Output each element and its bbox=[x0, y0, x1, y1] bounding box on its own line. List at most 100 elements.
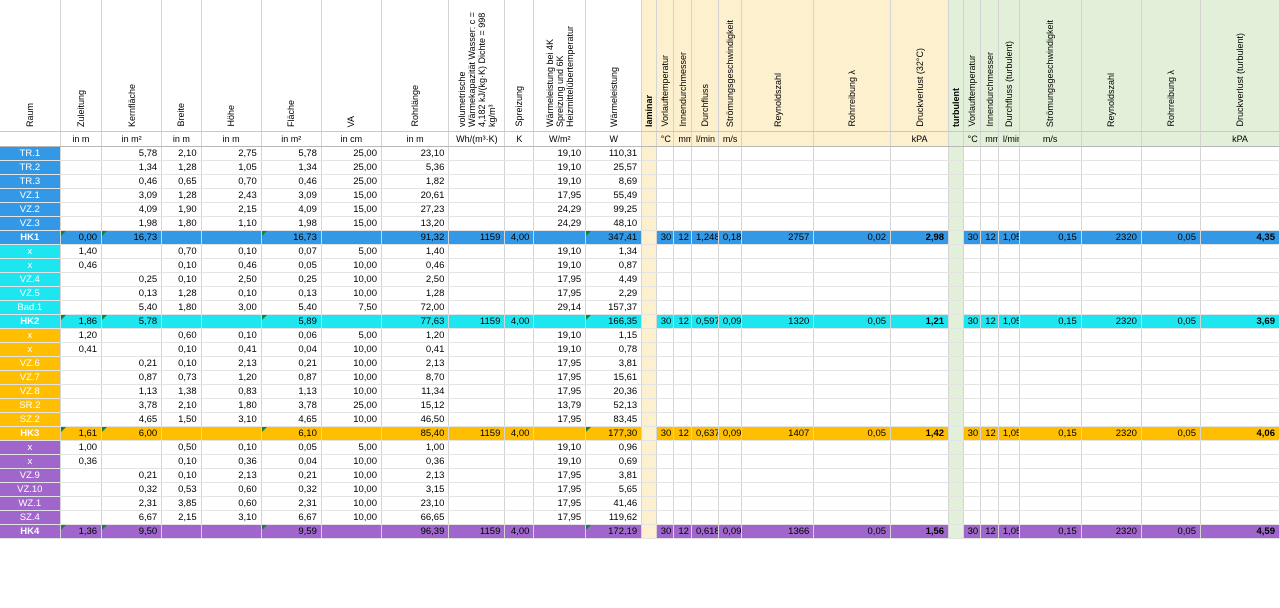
cell-l_df[interactable] bbox=[691, 258, 719, 273]
cell-wl[interactable]: 0,87 bbox=[585, 258, 643, 273]
cell-wl[interactable]: 1,34 bbox=[585, 244, 643, 259]
cell-wl4k[interactable]: 24,29 bbox=[533, 216, 587, 231]
cell-breite[interactable]: 2,10 bbox=[161, 146, 202, 161]
total-l_vt[interactable]: 30 bbox=[656, 230, 675, 245]
unit-rohrlaenge[interactable]: in m bbox=[381, 131, 450, 147]
cell-t_dv[interactable] bbox=[1200, 160, 1280, 175]
cell-t_sg[interactable] bbox=[1019, 510, 1082, 525]
total-kernflaeche[interactable]: 5,78 bbox=[101, 314, 163, 329]
cell-wl[interactable]: 83,45 bbox=[585, 412, 643, 427]
cell-l_dv[interactable] bbox=[890, 174, 950, 189]
cell-spreizung[interactable] bbox=[504, 356, 535, 371]
total-wl4k[interactable] bbox=[533, 314, 587, 329]
cell-t_df[interactable] bbox=[998, 160, 1020, 175]
cell-lam_sep[interactable] bbox=[641, 370, 657, 385]
cell-t_re[interactable] bbox=[1081, 328, 1142, 343]
cell-turb_sep[interactable] bbox=[948, 216, 964, 231]
cell-t_vt[interactable] bbox=[963, 272, 982, 287]
cell-hoehe[interactable]: 0,70 bbox=[201, 174, 262, 189]
cell-t_id[interactable] bbox=[980, 370, 999, 385]
cell-l_rr[interactable] bbox=[813, 370, 892, 385]
total-kernflaeche[interactable]: 9,50 bbox=[101, 524, 163, 539]
cell-t_re[interactable] bbox=[1081, 440, 1142, 455]
cell-kernflaeche[interactable]: 1,34 bbox=[101, 160, 163, 175]
cell-flaeche[interactable]: 0,25 bbox=[261, 272, 322, 287]
cell-l_vt[interactable] bbox=[656, 328, 675, 343]
cell-l_dv[interactable] bbox=[890, 468, 950, 483]
cell-l_df[interactable] bbox=[691, 356, 719, 371]
header-l_df[interactable]: Durchfluss bbox=[691, 0, 719, 132]
total-spreizung[interactable]: 4,00 bbox=[504, 230, 535, 245]
cell-vol[interactable] bbox=[448, 398, 506, 413]
cell-turb_sep[interactable] bbox=[948, 510, 964, 525]
cell-turb_sep[interactable] bbox=[948, 202, 964, 217]
unit-kernflaeche[interactable]: in m² bbox=[101, 131, 163, 147]
total-turb_sep[interactable] bbox=[948, 314, 964, 329]
total-t_id[interactable]: 12 bbox=[980, 426, 999, 441]
cell-l_vt[interactable] bbox=[656, 258, 675, 273]
cell-l_df[interactable] bbox=[691, 188, 719, 203]
unit-raum[interactable] bbox=[0, 131, 61, 147]
cell-l_df[interactable] bbox=[691, 440, 719, 455]
cell-flaeche[interactable]: 0,46 bbox=[261, 174, 322, 189]
cell-lam_sep[interactable] bbox=[641, 244, 657, 259]
cell-va[interactable]: 10,00 bbox=[321, 412, 382, 427]
cell-l_rr[interactable] bbox=[813, 398, 892, 413]
header-raum[interactable]: Raum bbox=[0, 0, 61, 132]
cell-hoehe[interactable]: 0,10 bbox=[201, 440, 262, 455]
cell-l_re[interactable] bbox=[741, 454, 815, 469]
cell-t_id[interactable] bbox=[980, 328, 999, 343]
cell-l_vt[interactable] bbox=[656, 202, 675, 217]
cell-t_re[interactable] bbox=[1081, 188, 1142, 203]
cell-zuleitung[interactable] bbox=[60, 286, 103, 301]
cell-spreizung[interactable] bbox=[504, 342, 535, 357]
cell-va[interactable]: 10,00 bbox=[321, 496, 382, 511]
cell-t_vt[interactable] bbox=[963, 370, 982, 385]
cell-kernflaeche[interactable]: 5,78 bbox=[101, 146, 163, 161]
cell-turb_sep[interactable] bbox=[948, 188, 964, 203]
total-l_id[interactable]: 12 bbox=[673, 426, 692, 441]
cell-l_id[interactable] bbox=[673, 412, 692, 427]
cell-t_vt[interactable] bbox=[963, 202, 982, 217]
cell-raum[interactable]: x bbox=[0, 244, 61, 259]
cell-l_re[interactable] bbox=[741, 510, 815, 525]
cell-rohrlaenge[interactable]: 72,00 bbox=[381, 300, 450, 315]
total-vol[interactable]: 1159 bbox=[448, 230, 506, 245]
cell-l_dv[interactable] bbox=[890, 384, 950, 399]
cell-wl[interactable]: 52,13 bbox=[585, 398, 643, 413]
cell-t_vt[interactable] bbox=[963, 328, 982, 343]
total-l_df[interactable]: 0,6372 bbox=[691, 426, 719, 441]
cell-zuleitung[interactable]: 1,40 bbox=[60, 244, 103, 259]
cell-vol[interactable] bbox=[448, 412, 506, 427]
cell-t_rr[interactable] bbox=[1141, 174, 1202, 189]
cell-l_sg[interactable] bbox=[718, 482, 742, 497]
cell-t_sg[interactable] bbox=[1019, 146, 1082, 161]
unit-t_id[interactable]: mm bbox=[980, 131, 999, 147]
cell-wl[interactable]: 3,81 bbox=[585, 468, 643, 483]
cell-breite[interactable]: 0,10 bbox=[161, 272, 202, 287]
total-wl4k[interactable] bbox=[533, 426, 587, 441]
cell-wl4k[interactable]: 17,95 bbox=[533, 272, 587, 287]
cell-l_id[interactable] bbox=[673, 258, 692, 273]
cell-vol[interactable] bbox=[448, 160, 506, 175]
total-lam_sep[interactable] bbox=[641, 230, 657, 245]
cell-vol[interactable] bbox=[448, 272, 506, 287]
cell-wl4k[interactable]: 17,95 bbox=[533, 188, 587, 203]
cell-l_id[interactable] bbox=[673, 188, 692, 203]
cell-lam_sep[interactable] bbox=[641, 454, 657, 469]
cell-hoehe[interactable]: 1,80 bbox=[201, 398, 262, 413]
cell-l_re[interactable] bbox=[741, 384, 815, 399]
cell-t_sg[interactable] bbox=[1019, 342, 1082, 357]
cell-t_df[interactable] bbox=[998, 454, 1020, 469]
cell-t_dv[interactable] bbox=[1200, 468, 1280, 483]
total-kernflaeche[interactable]: 16,73 bbox=[101, 230, 163, 245]
unit-wl[interactable]: W bbox=[585, 131, 643, 147]
header-l_id[interactable]: Innendurchmesser bbox=[673, 0, 692, 132]
unit-l_vt[interactable]: °C bbox=[656, 131, 675, 147]
cell-kernflaeche[interactable] bbox=[101, 454, 163, 469]
header-va[interactable]: VA bbox=[321, 0, 382, 132]
cell-l_id[interactable] bbox=[673, 370, 692, 385]
cell-l_rr[interactable] bbox=[813, 300, 892, 315]
cell-turb_sep[interactable] bbox=[948, 342, 964, 357]
cell-l_vt[interactable] bbox=[656, 384, 675, 399]
